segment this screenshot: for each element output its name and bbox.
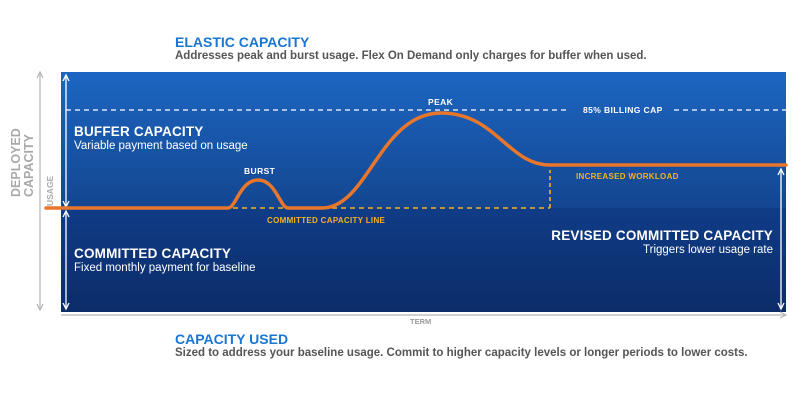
committed-capacity-line-label: COMMITTED CAPACITY LINE — [267, 216, 386, 225]
usage-line — [44, 111, 788, 210]
usage-axis-label: USAGE — [45, 175, 55, 206]
billing-cap-label: 85% BILLING CAP — [583, 105, 663, 115]
increased-workload-label: INCREASED WORKLOAD — [576, 172, 679, 181]
deployed-capacity-axis — [36, 70, 44, 312]
term-axis — [61, 311, 788, 319]
deployed-capacity-label: DEPLOYED CAPACITY — [9, 128, 36, 197]
footer-subtitle: Sized to address your baseline usage. Co… — [175, 347, 748, 359]
revised-capacity-axis — [777, 167, 785, 311]
committed-region — [61, 208, 786, 312]
peak-label: PEAK — [428, 97, 454, 107]
buffer-capacity-title: BUFFER CAPACITY — [74, 124, 204, 139]
term-axis-label: TERM — [410, 317, 432, 326]
revised-committed-subtitle: Triggers lower usage rate — [643, 244, 773, 256]
committed-capacity-title: COMMITTED CAPACITY — [74, 246, 232, 261]
deployed-capacity-line2: CAPACITY — [22, 134, 36, 197]
buffer-capacity-subtitle: Variable payment based on usage — [74, 140, 248, 152]
header-title: ELASTIC CAPACITY — [175, 34, 310, 50]
header-subtitle: Addresses peak and burst usage. Flex On … — [175, 50, 647, 62]
revised-committed-title: REVISED COMMITTED CAPACITY — [551, 228, 773, 243]
usage-axis — [62, 73, 70, 311]
footer-title: CAPACITY USED — [175, 331, 289, 347]
burst-label: BURST — [244, 166, 276, 176]
committed-capacity-subtitle: Fixed monthly payment for baseline — [74, 262, 256, 274]
